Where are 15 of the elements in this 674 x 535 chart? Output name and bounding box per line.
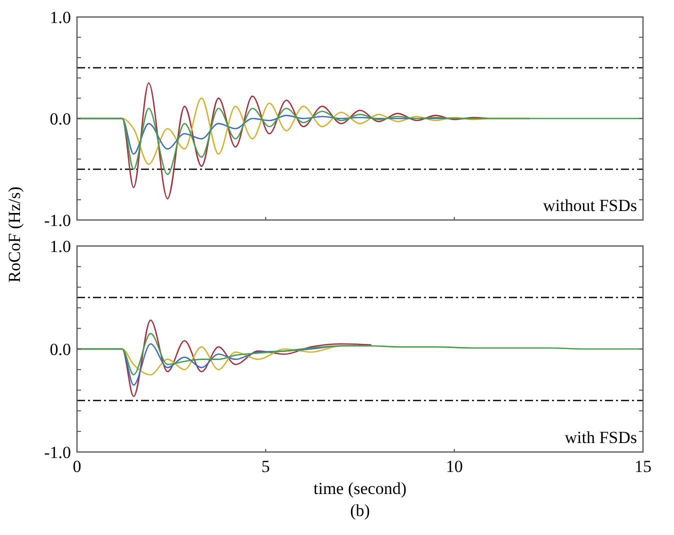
annotation: without FSDs xyxy=(543,196,637,215)
x-tick-label: 5 xyxy=(261,457,270,476)
y-tick-label: -1.0 xyxy=(44,442,71,462)
x-tick-label: 15 xyxy=(634,457,652,476)
y-tick-label: 1.0 xyxy=(50,8,71,27)
y-tick-label: -1.0 xyxy=(44,210,71,230)
y-axis-title: RoCoF (Hz/s) xyxy=(5,186,24,282)
annotation: with FSDs xyxy=(564,428,637,447)
y-tick-label: 0.0 xyxy=(50,340,71,359)
y-tick-label: 0.0 xyxy=(50,109,71,128)
x-axis-title: time (second) xyxy=(314,479,406,498)
x-tick-label: 0 xyxy=(72,457,82,476)
text: (b) xyxy=(350,501,370,520)
x-tick-label: 10 xyxy=(446,457,463,476)
y-tick-label: 1.0 xyxy=(50,236,71,256)
